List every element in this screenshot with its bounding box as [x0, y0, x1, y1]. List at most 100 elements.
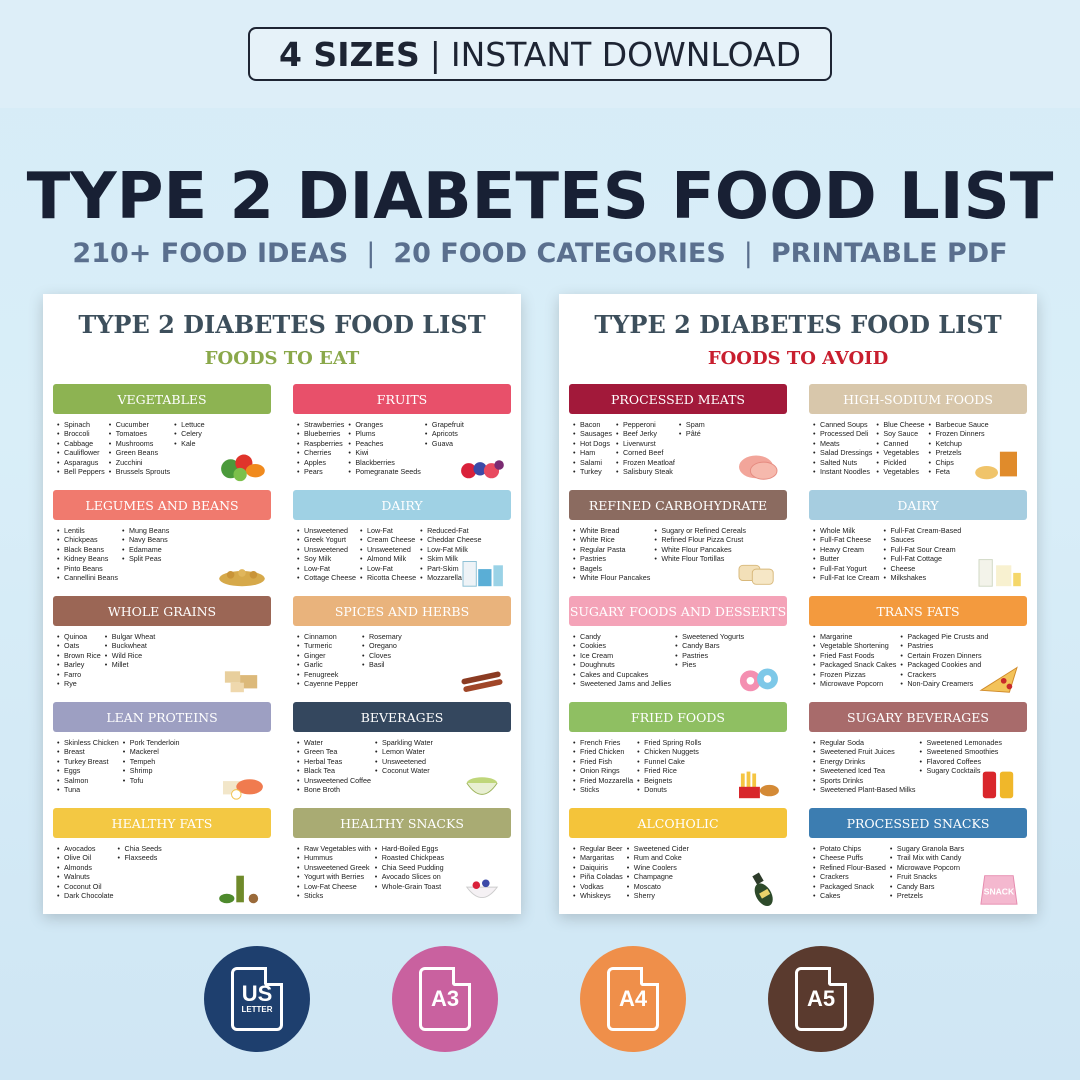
food-item: Water [297, 738, 371, 748]
food-item: Cheddar Cheese [420, 535, 481, 545]
food-item: Whole-Grain Toast [375, 882, 444, 892]
feature-printable: PRINTABLE PDF [770, 238, 1008, 269]
food-item: Whiskeys [573, 891, 623, 901]
food-item: Green Beans [109, 448, 170, 458]
food-item: Fried Fish [573, 757, 633, 767]
food-item: Sugary or Refined Cereals [654, 526, 746, 536]
category-header: DAIRY [293, 490, 511, 520]
food-item: Coconut Oil [57, 882, 114, 892]
category-header: DAIRY [809, 490, 1027, 520]
food-item: Non-Dairy Creamers [900, 679, 988, 689]
food-item: Salmon [57, 776, 119, 786]
food-item: Pastries [675, 651, 744, 661]
soda-icon [982, 771, 1014, 799]
category-card: HIGH-SODIUM FOODS Canned SoupsProcessed D… [809, 384, 1027, 490]
item-column: Sweetened YogurtsCandy BarsPastriesPies [675, 632, 744, 688]
food-item: Sweetened Lemonades [919, 738, 1002, 748]
food-item: Pretzels [890, 891, 964, 901]
category-card: VEGETABLES SpinachBroccoliCabbageCauliflo… [53, 384, 271, 490]
food-item: Sticks [297, 891, 371, 901]
food-item: Blackberries [348, 458, 421, 468]
food-item: Edamame [122, 545, 169, 555]
category-items: StrawberriesBlueberriesRaspberriesCherri… [293, 414, 511, 477]
category-card: LEAN PROTEINS Skinless ChickenBreastTurke… [53, 702, 271, 808]
food-item: Blueberries [297, 429, 344, 439]
food-item: Rosemary [362, 632, 402, 642]
main-title: TYPE 2 DIABETES FOOD LIST [26, 160, 1054, 234]
food-item: Sweetened Cider [627, 844, 689, 854]
food-item: Lettuce [174, 420, 205, 430]
food-item: Instant Noodles [813, 467, 872, 477]
food-item: Candy [573, 632, 671, 642]
food-item: Feta [929, 467, 989, 477]
food-item: Soy Sauce [876, 429, 924, 439]
category-header: SUGARY FOODS AND DESSERTS [569, 596, 787, 626]
food-item: Kiwi [348, 448, 421, 458]
food-item: Pears [297, 467, 344, 477]
item-column: Regular SodaSweetened Fruit JuicesEnergy… [813, 738, 915, 795]
category-card: TRANS FATSMargarineVegetable ShorteningF… [809, 596, 1027, 702]
food-item: Cayenne Pepper [297, 679, 358, 689]
format-label: A3 [430, 986, 460, 1011]
format-label: A4 [618, 986, 648, 1011]
item-column: SpamPâté [679, 420, 705, 476]
food-item: Pastries [573, 554, 650, 564]
item-column: BaconSausagesHot DogsHamSalamiTurkey [573, 420, 612, 477]
food-item: Reduced-Fat [420, 526, 481, 536]
food-item: Strawberries [297, 420, 344, 430]
food-item: Beef Jerky [616, 429, 675, 439]
protein-icon [223, 779, 263, 800]
item-column: Blue CheeseSoy SauceCannedVegetablesPick… [876, 420, 924, 477]
sizes-label: 4 SIZES [278, 34, 420, 74]
food-item: Doughnuts [573, 660, 671, 670]
food-item: Sugary Granola Bars [890, 844, 964, 854]
food-item: White Flour Pancakes [573, 573, 650, 583]
food-item: Salted Nuts [813, 458, 872, 468]
sizes-download-badge: 4 SIZES | INSTANT DOWNLOAD [248, 27, 832, 81]
category-card: LEGUMES AND BEANS LentilsChickpeasBlack B… [53, 490, 271, 596]
beverages-icon [466, 777, 498, 795]
fries-icon [739, 771, 779, 799]
category-header: TRANS FATS [809, 596, 1027, 626]
item-column: Reduced-FatCheddar CheeseLow-Fat MilkSki… [420, 526, 481, 583]
food-item: Fried Mozzarella [573, 776, 633, 786]
food-item: Pickled [876, 458, 924, 468]
food-item: Ricotta Cheese [360, 573, 416, 583]
badge-separator: | [429, 34, 441, 74]
category-items: Raw Vegetables withHummusUnsweetened Gre… [293, 838, 511, 901]
category-card: PROCESSED SNACKS Potato ChipsCheese Puffs… [809, 808, 1027, 914]
category-card: WHOLE GRAINSQuinoaOatsBrown RiceBarleyFa… [53, 596, 271, 702]
food-item: Certain Frozen Dinners [900, 651, 988, 661]
category-items: QuinoaOatsBrown RiceBarleyFarroRyeBulgar… [53, 626, 271, 689]
food-item: Peaches [348, 439, 421, 449]
food-item: Unsweetened Coffee [297, 776, 371, 786]
food-item: Sports Drinks [813, 776, 915, 786]
food-item: Full-Fat Ice Cream [813, 573, 880, 583]
category-items: Skinless ChickenBreastTurkey BreastEggsS… [53, 732, 271, 795]
food-item: Chia Seeds [118, 844, 162, 854]
item-column: AvocadosOlive OilAlmondsWalnutsCoconut O… [57, 844, 114, 901]
format-size-badge: US LETTER [204, 946, 310, 1052]
food-item: Sherry [627, 891, 689, 901]
food-item: Turkey Breast [57, 757, 119, 767]
food-item: Flaxseeds [118, 853, 162, 863]
food-item: Trail Mix with Candy [890, 853, 964, 863]
category-header: PROCESSED MEATS [569, 384, 787, 414]
food-item: Processed Deli [813, 429, 872, 439]
food-item: Margarine [813, 632, 896, 642]
food-item: Split Peas [122, 554, 169, 564]
pizza-icon [979, 666, 1018, 693]
item-column: Mung BeansNavy BeansEdamameSplit Peas [122, 526, 169, 582]
category-card: HEALTHY FATS AvocadosOlive OilAlmondsWaln… [53, 808, 271, 914]
food-item: Celery [174, 429, 205, 439]
food-item: Mung Beans [122, 526, 169, 536]
food-item: Fried Chicken [573, 747, 633, 757]
food-item: Packaged Cookies and [900, 660, 988, 670]
category-card: HEALTHY SNACKS Raw Vegetables withHummusU… [293, 808, 511, 914]
food-item: Salami [573, 458, 612, 468]
food-item: Moscato [627, 882, 689, 892]
food-item: White Flour Pancakes [654, 545, 746, 555]
category-card: DAIRY Whole MilkFull-Fat CheeseHeavy Crea… [809, 490, 1027, 596]
